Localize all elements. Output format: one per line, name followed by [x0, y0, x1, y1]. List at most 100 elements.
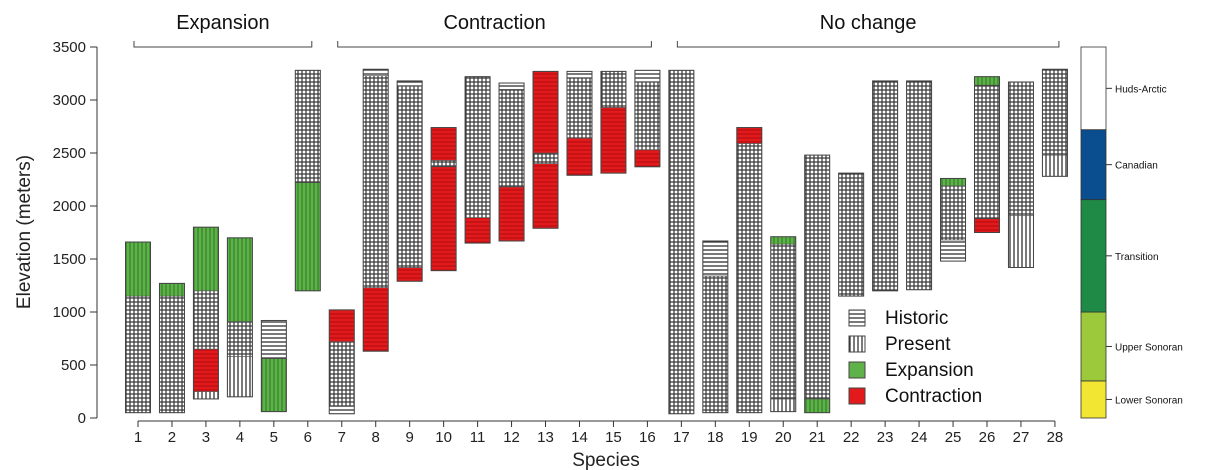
species-bar-2 [158, 282, 185, 414]
segment-both [1042, 68, 1068, 156]
x-tick-label: 22 [843, 429, 860, 446]
legend-swatch [848, 387, 866, 405]
y-axis-title: Elevation (meters) [14, 155, 35, 309]
x-tick-label: 4 [236, 429, 244, 446]
species-bar-1 [125, 241, 151, 414]
segment-contraction [430, 127, 457, 161]
segment-contraction [974, 218, 1000, 233]
x-tick-label: 20 [775, 429, 792, 446]
segment-expansion [974, 76, 1000, 86]
zone-label: Canadian [1115, 161, 1158, 172]
bar-outline [328, 309, 355, 415]
zone-label: Upper Sonoran [1115, 342, 1183, 353]
group-label: Expansion [176, 12, 269, 34]
x-tick-label: 9 [406, 429, 414, 446]
species-bar-27 [1007, 81, 1034, 268]
segment-both [532, 152, 559, 164]
x-tick-label: 8 [372, 429, 380, 446]
x-tick-label: 23 [877, 429, 894, 446]
segment-contraction [328, 309, 355, 342]
x-tick-label: 12 [503, 429, 520, 446]
group-bracket [676, 41, 1060, 48]
bar-outline [600, 70, 627, 174]
bar-outline [736, 127, 763, 414]
zone-label: Huds-Arctic [1115, 84, 1167, 95]
segment-historic [396, 80, 423, 87]
segment-contraction [362, 287, 389, 352]
group-label: Contraction [443, 12, 545, 34]
species-bar-17 [668, 69, 695, 415]
species-bar-12 [498, 82, 525, 242]
x-tick-label: 24 [911, 429, 928, 446]
group-label: No change [820, 12, 917, 34]
bar-outline [566, 70, 593, 176]
x-tick-label: 17 [673, 429, 690, 446]
species-bar-26 [974, 76, 1000, 234]
species-bar-7 [328, 309, 355, 415]
bar-outline [1041, 68, 1068, 177]
x-tick-label: 15 [605, 429, 622, 446]
segment-contraction [498, 186, 525, 242]
species-bar-25 [940, 177, 967, 262]
segment-both [770, 243, 797, 400]
segment-both [227, 321, 253, 357]
legend-swatch [848, 335, 866, 353]
y-tick-label: 0 [78, 410, 86, 427]
bar-outline [804, 154, 831, 414]
bar-outline [838, 172, 865, 297]
segment-historic [702, 240, 729, 277]
segment-historic [261, 320, 287, 359]
species-bar-20 [770, 236, 797, 413]
zone-label: Lower Sonoran [1115, 395, 1183, 406]
segment-expansion [261, 358, 287, 412]
species-bar-5 [260, 319, 287, 413]
segment-present [227, 356, 253, 398]
segment-expansion [227, 237, 253, 322]
species-bar-16 [634, 69, 661, 168]
segment-present [1008, 215, 1034, 268]
segment-expansion [940, 178, 966, 187]
species-bar-28 [1041, 68, 1068, 177]
segment-expansion [770, 236, 797, 245]
segment-historic [362, 68, 389, 76]
segment-both [872, 80, 898, 292]
x-tick-label: 3 [202, 429, 210, 446]
species-bar-13 [532, 70, 559, 229]
group-bracket [337, 41, 652, 48]
segment-both [668, 70, 695, 415]
x-tick-label: 5 [270, 429, 278, 446]
segment-both [396, 85, 423, 268]
zone-label: Transition [1115, 252, 1159, 263]
species-bar-4 [226, 237, 253, 398]
x-tick-label: 1 [134, 429, 142, 446]
x-tick-label: 14 [571, 429, 588, 446]
segment-contraction [634, 149, 661, 168]
species-bar-3 [192, 226, 219, 400]
segment-both [702, 275, 729, 413]
segment-contraction [430, 166, 457, 271]
y-tick-label: 3000 [53, 92, 86, 109]
segment-expansion [159, 283, 185, 297]
segment-present [1042, 154, 1068, 177]
segment-both [838, 172, 864, 297]
species-bar-11 [464, 76, 491, 244]
segment-both [430, 160, 457, 168]
species-bar-15 [600, 70, 627, 174]
segment-both [125, 295, 151, 414]
species-bar-8 [362, 68, 389, 352]
bar-outline [532, 70, 559, 229]
x-tick-label: 28 [1047, 429, 1064, 446]
segment-present [770, 398, 797, 412]
species-bar-14 [566, 70, 593, 176]
segment-both [804, 154, 831, 400]
legend-swatch [848, 309, 866, 327]
zone-swatch [1080, 199, 1107, 313]
bar-outline [906, 80, 933, 291]
x-tick-label: 21 [809, 429, 826, 446]
bar-outline [260, 319, 287, 413]
segment-present [193, 391, 219, 400]
segment-expansion [125, 241, 151, 297]
segment-contraction [532, 71, 559, 154]
y-tick-label: 2000 [53, 198, 86, 215]
